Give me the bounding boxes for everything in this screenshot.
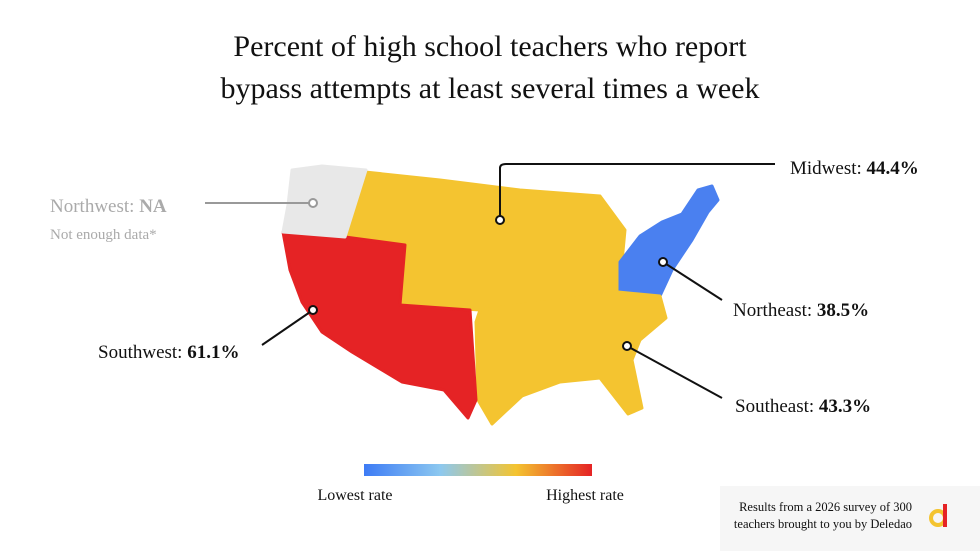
footer-box <box>720 486 980 551</box>
logo <box>929 504 947 527</box>
region <box>281 164 368 239</box>
region-note: Not enough data* <box>50 227 157 243</box>
region-label: Midwest: 44.4% <box>790 158 919 179</box>
region-name: Northwest: <box>50 196 134 217</box>
region-label: Northeast: 38.5% <box>733 300 869 321</box>
region-value: NA <box>139 196 167 217</box>
leader-dot <box>658 257 668 267</box>
region-label: Northwest: NA <box>50 196 167 217</box>
leader-line <box>626 345 723 399</box>
region-value: 61.1% <box>187 342 239 363</box>
leader-line <box>662 261 723 301</box>
legend-gradient <box>364 464 592 476</box>
region-name: Northeast: <box>733 300 812 321</box>
title-line: bypass attempts at least several times a… <box>221 72 760 105</box>
region-name: Southeast: <box>735 396 814 417</box>
footer-line: Results from a 2026 survey of 300 <box>739 500 912 514</box>
region <box>474 290 668 426</box>
region-label: Southwest: 61.1% <box>98 342 239 363</box>
title-line: Percent of high school teachers who repo… <box>233 30 747 63</box>
region <box>618 184 720 298</box>
region-value: 38.5% <box>817 300 869 321</box>
legend-high: Highest rate <box>546 487 624 504</box>
region-name: Southwest: <box>98 342 182 363</box>
region-label: Southeast: 43.3% <box>735 396 871 417</box>
leader-dot <box>622 341 632 351</box>
region-value: 43.3% <box>819 396 871 417</box>
leader-line <box>261 309 314 346</box>
region <box>281 230 478 420</box>
footer-line: teachers brought to you by Deledao <box>734 517 912 531</box>
legend-low: Lowest rate <box>317 487 392 504</box>
leader-dot <box>308 305 318 315</box>
leader-dot <box>308 198 318 208</box>
leader-line <box>499 163 775 220</box>
region-value: 44.4% <box>867 158 919 179</box>
region-name: Midwest: <box>790 158 862 179</box>
leader-dot <box>495 215 505 225</box>
